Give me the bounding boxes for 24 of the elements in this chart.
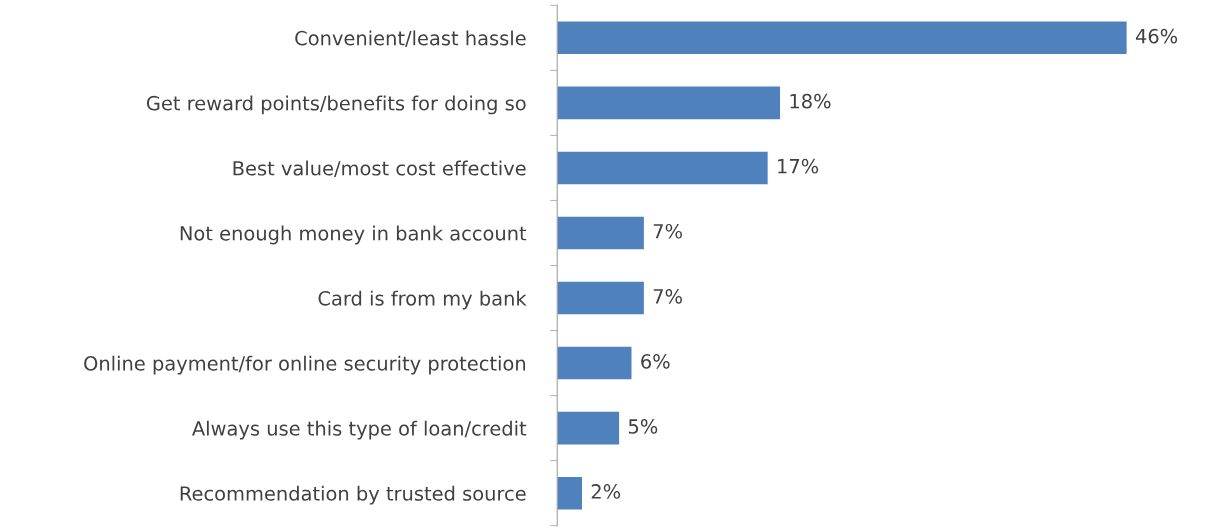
data-label: 7% [653, 223, 682, 239]
data-label: 17% [778, 158, 819, 174]
data-label: 46% [1135, 28, 1178, 44]
bar [557, 21, 1127, 55]
bar [557, 151, 768, 185]
bar [557, 476, 582, 510]
bar [557, 411, 620, 445]
y-tick-label: Online payment/for online security protection [84, 355, 526, 375]
y-tick-label: Always use this type of loan/credit [192, 420, 527, 440]
bar [557, 86, 781, 120]
data-label: 7% [653, 288, 682, 304]
data-label: 18% [790, 93, 831, 109]
y-tick-label: Convenient/least hassle [295, 30, 526, 48]
y-tick-label: Not enough money in bank account [180, 225, 527, 245]
bar [557, 346, 632, 380]
y-tick-label: Card is from my bank [318, 290, 527, 310]
data-label: 2% [591, 484, 621, 499]
data-label: 5% [628, 419, 658, 434]
y-tick-label: Get reward points/benefits for doing so [146, 95, 526, 115]
y-tick-label: Recommendation by trusted source [180, 485, 526, 505]
bar [557, 216, 644, 250]
bar [557, 281, 644, 315]
y-tick-label: Best value/most cost effective [233, 160, 526, 178]
data-label: 6% [641, 354, 670, 369]
